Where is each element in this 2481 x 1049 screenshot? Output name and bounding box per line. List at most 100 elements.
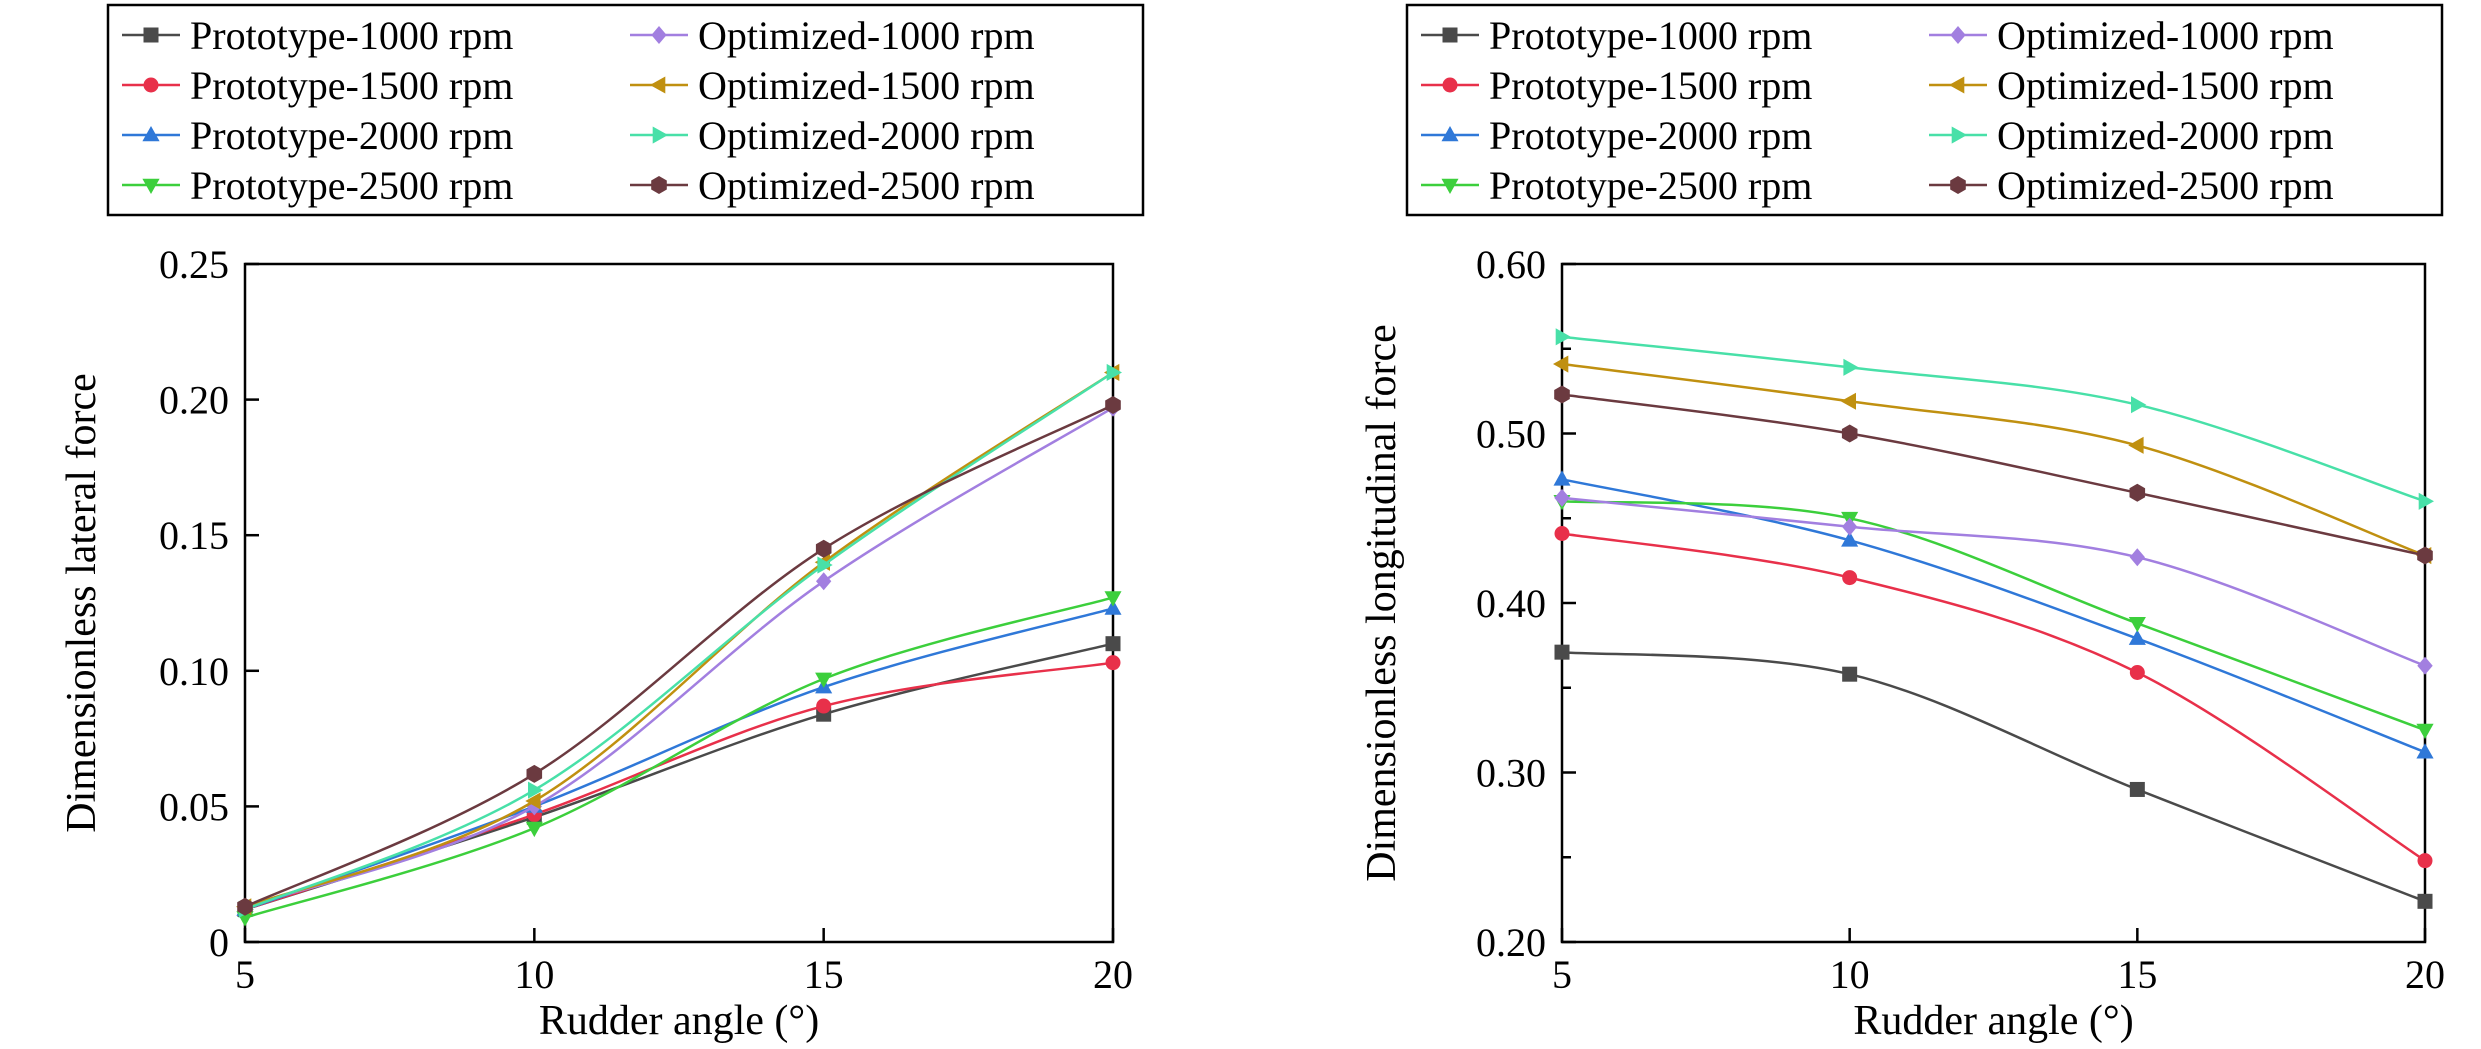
series-line	[1561, 335, 2426, 503]
data-point	[2128, 617, 2146, 633]
data-point	[237, 897, 253, 916]
legend-label: Prototype-2000 rpm	[1489, 113, 1812, 158]
data-point	[1842, 517, 1858, 536]
data-point	[1105, 655, 1121, 671]
x-tick-label: 15	[2117, 952, 2157, 997]
data-point	[2129, 548, 2145, 567]
data-point	[1840, 392, 1856, 410]
longitudinal-force-chart: 0.20 0.30 0.40 0.50 0.60 5 10 15 20 Rudder angle …	[1359, 3, 2445, 1044]
legend-label: Optimized-1000 rpm	[1997, 13, 2334, 58]
legend-marker	[652, 126, 668, 144]
y-tick-label: 0.30	[1476, 751, 1546, 796]
y-tick-label: 0.25	[159, 242, 229, 287]
x-axis-title: Rudder angle (°)	[1853, 998, 2133, 1044]
plot-frame	[243, 262, 1115, 944]
series-line	[244, 403, 1114, 908]
legend-marker	[651, 26, 667, 44]
series-line	[1561, 362, 2426, 557]
legend-label: Optimized-2000 rpm	[1997, 113, 2334, 158]
y-tick-label: 0.05	[159, 784, 229, 829]
series-line	[1561, 393, 2426, 557]
y-tick-label: 0.60	[1476, 242, 1546, 287]
x-tick-label: 10	[1830, 952, 1870, 997]
data-point	[1555, 328, 1571, 346]
series-layer	[1553, 328, 2434, 909]
legend-marker	[142, 178, 160, 194]
legend-label: Optimized-1000 rpm	[698, 13, 1035, 58]
x-tick-label: 20	[2405, 952, 2445, 997]
legend-label: Optimized-2500 rpm	[1997, 163, 2334, 208]
legend-marker	[142, 126, 160, 142]
legend-marker	[1951, 126, 1967, 144]
data-point	[2418, 492, 2434, 510]
data-point	[2129, 664, 2145, 680]
legend-marker	[650, 76, 666, 94]
data-point	[816, 698, 832, 714]
series-line	[1561, 532, 2426, 862]
y-tick-label: 0	[209, 920, 229, 965]
series-layer	[236, 363, 1122, 927]
legend-label: Prototype-1000 rpm	[190, 13, 513, 58]
data-point	[1554, 488, 1570, 507]
data-point	[817, 556, 833, 574]
series-line	[244, 371, 1114, 908]
data-point	[1554, 385, 1570, 404]
lateral-force-chart: 0 0.05 0.10 0.15 0.20 0.25 5 10 15 20 Rudder angle…	[59, 3, 1145, 1044]
data-point	[2128, 629, 2146, 645]
x-axis-title: Rudder angle (°)	[539, 998, 819, 1044]
data-point	[1105, 396, 1121, 414]
legend-marker	[1441, 126, 1459, 142]
legend-box	[106, 3, 1145, 217]
series-line	[1561, 500, 2426, 732]
data-point	[2131, 396, 2147, 414]
data-point	[2128, 436, 2144, 454]
y-tick-label: 0.50	[1476, 412, 1546, 457]
data-point	[2417, 893, 2433, 909]
data-point	[1553, 470, 1571, 486]
data-point	[525, 792, 541, 810]
legend-label: Optimized-1500 rpm	[698, 63, 1035, 108]
data-point	[528, 781, 544, 799]
series-line	[244, 607, 1114, 911]
legend-label: Optimized-2500 rpm	[698, 163, 1035, 208]
legend-label: Prototype-1000 rpm	[1489, 13, 1812, 58]
x-tick-label: 10	[514, 952, 554, 997]
data-point	[1554, 526, 1570, 542]
y-tick-label: 0.15	[159, 513, 229, 558]
legend-marker	[1950, 26, 1966, 44]
y-tick-label: 0.20	[1476, 920, 1546, 965]
series-line	[244, 406, 1114, 908]
data-point	[815, 672, 833, 688]
legend-label: Prototype-1500 rpm	[1489, 63, 1812, 108]
series-line	[244, 371, 1114, 911]
x-tick-label: 15	[804, 952, 844, 997]
legend-label: Optimized-2000 rpm	[698, 113, 1035, 158]
x-tick-label: 20	[1093, 952, 1133, 997]
plot-frame	[1560, 262, 2427, 944]
data-point	[1843, 358, 1859, 376]
data-point	[815, 539, 832, 558]
legend-marker	[1949, 76, 1965, 94]
legend-label: Prototype-2500 rpm	[1489, 163, 1812, 208]
legend-marker	[1442, 27, 1458, 43]
y-tick-label: 0.10	[159, 649, 229, 694]
data-point	[1105, 636, 1121, 652]
data-point	[2129, 781, 2145, 797]
legend-box	[1405, 3, 2444, 217]
legend-marker	[143, 77, 159, 93]
data-point	[2416, 723, 2434, 740]
data-point	[1104, 599, 1122, 615]
y-axis-title: Dimensionless lateral force	[59, 373, 105, 833]
legend-marker	[651, 176, 667, 194]
legend-label: Prototype-2500 rpm	[190, 163, 513, 208]
y-tick-label: 0.40	[1476, 581, 1546, 626]
legend-label: Prototype-2000 rpm	[190, 113, 513, 158]
data-point	[1106, 363, 1122, 381]
legend-marker	[1442, 77, 1458, 93]
data-point	[2416, 743, 2434, 759]
legend-marker	[143, 27, 159, 43]
data-point	[526, 764, 543, 783]
y-tick-label: 0.20	[159, 378, 229, 423]
data-point	[1842, 666, 1858, 682]
